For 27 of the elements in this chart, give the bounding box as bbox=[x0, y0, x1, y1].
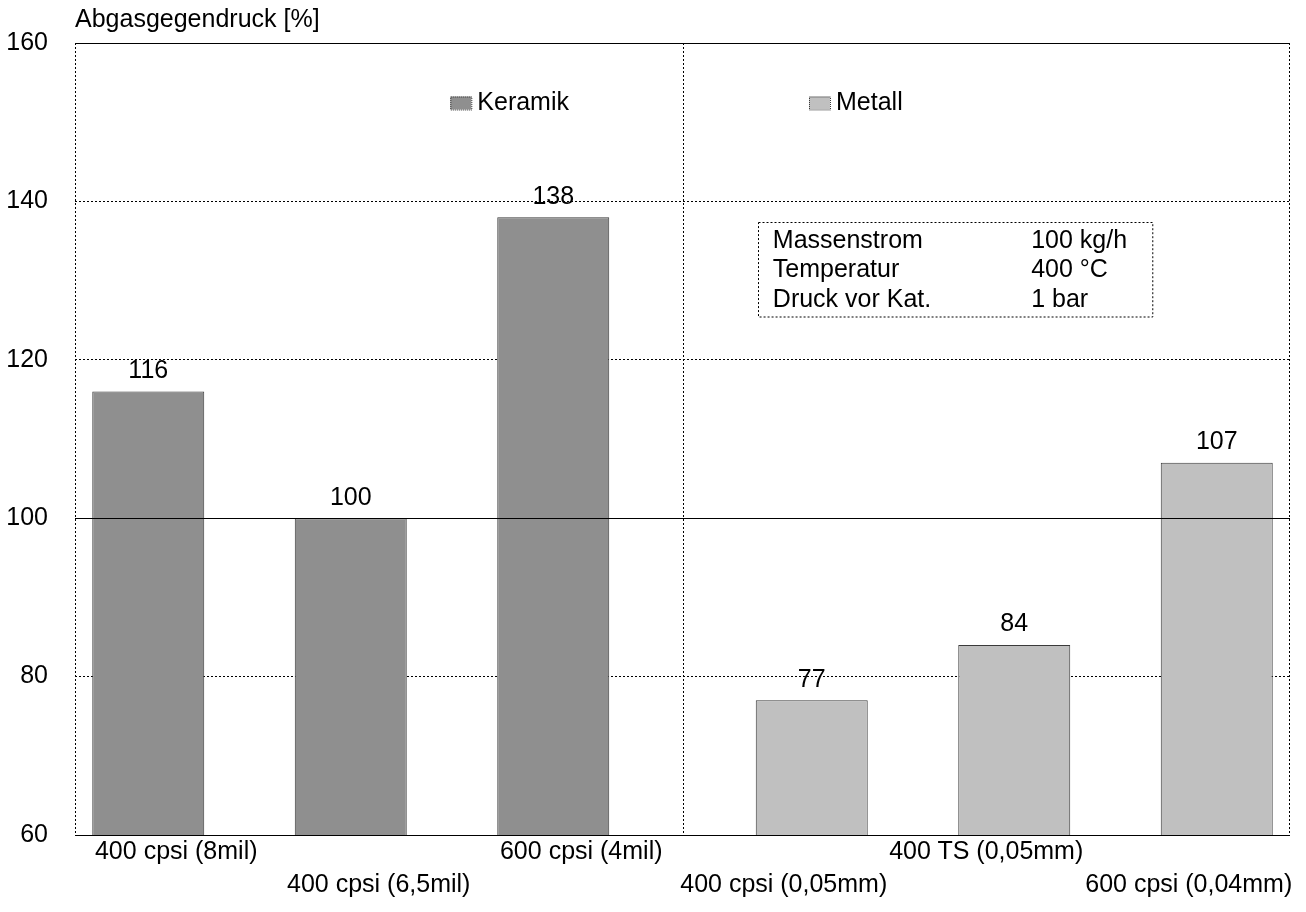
y-tick-label: 60 bbox=[20, 818, 48, 847]
x-tick-label: 400 cpsi (8mil) bbox=[94, 836, 258, 865]
data-label: 100 bbox=[329, 481, 372, 510]
data-label: 116 bbox=[128, 354, 169, 383]
y-tick-label: 120 bbox=[6, 343, 48, 372]
y-tick-label: 160 bbox=[6, 26, 48, 55]
data-label: 77 bbox=[797, 663, 826, 692]
x-tick-label: 400 cpsi (0,05mm) bbox=[680, 869, 888, 898]
annotation: Temperatur bbox=[772, 254, 900, 283]
data-label: 107 bbox=[1195, 426, 1238, 455]
legend-label: Keramik bbox=[477, 86, 570, 115]
legend-label: Metall bbox=[836, 86, 903, 115]
y-axis-title: Abgasgegendruck [%] bbox=[75, 3, 320, 32]
annotation: Druck vor Kat. bbox=[772, 283, 932, 312]
annotation: 400 °C bbox=[1031, 254, 1108, 283]
y-tick-label: 100 bbox=[6, 502, 48, 531]
data-label: 84 bbox=[1000, 608, 1029, 637]
x-tick-label: 400 TS (0,05mm) bbox=[889, 836, 1084, 865]
x-tick-label: 600 cpsi (0,04mm) bbox=[1085, 869, 1293, 898]
data-label: 138 bbox=[532, 180, 575, 209]
y-tick-label: 140 bbox=[6, 185, 48, 214]
x-tick-label: 400 cpsi (6,5mil) bbox=[287, 869, 471, 898]
annotation: 1 bar bbox=[1031, 283, 1089, 312]
annotation: 100 kg/h bbox=[1031, 224, 1128, 253]
annotation: Massenstrom bbox=[772, 224, 923, 253]
x-tick-label: 600 cpsi (4mil) bbox=[499, 836, 663, 865]
y-tick-label: 80 bbox=[20, 660, 48, 689]
